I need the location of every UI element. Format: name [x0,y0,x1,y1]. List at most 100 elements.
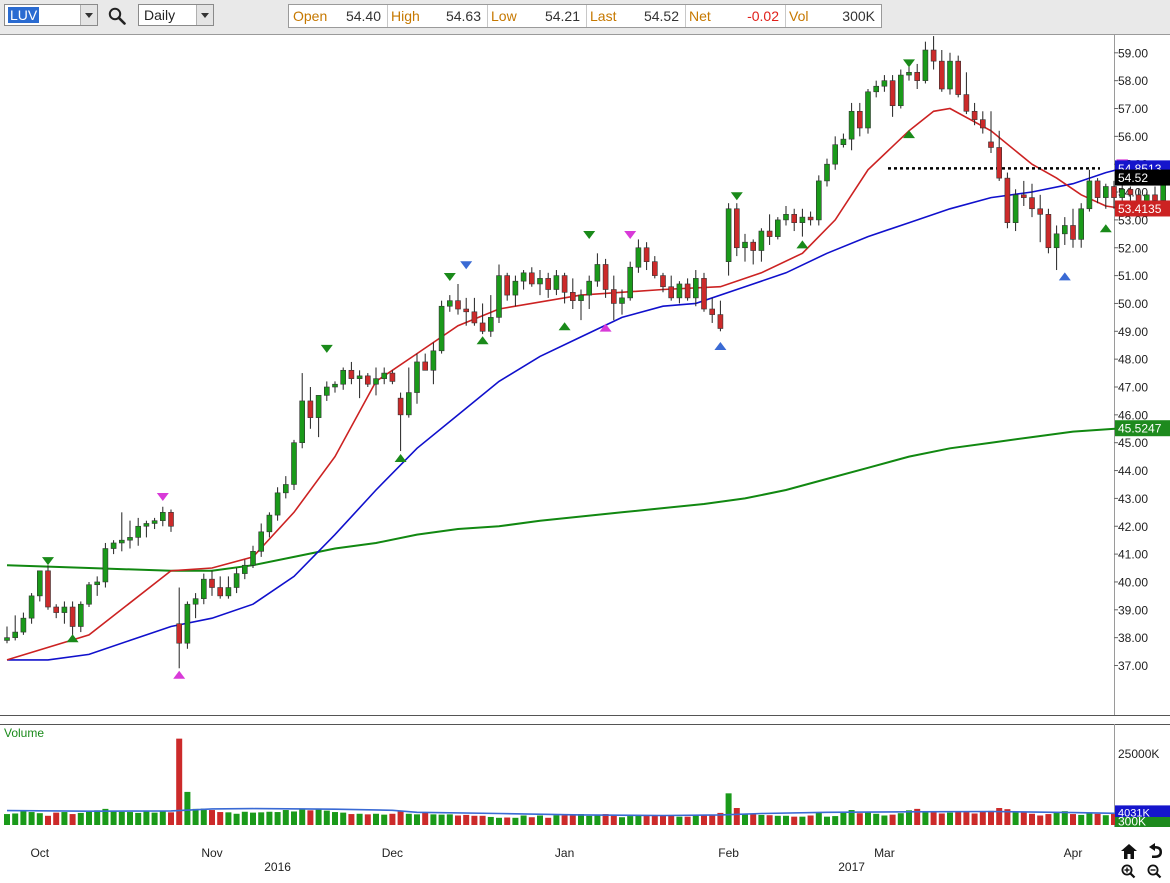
quote-net: Net -0.02 [685,5,786,27]
candle [430,342,437,385]
candle [692,270,699,307]
volume-bar [832,816,839,825]
candle-body [586,280,593,296]
candle-body [922,49,929,81]
symbol-input[interactable]: LUV [4,4,98,26]
candle [578,289,584,321]
volume-bar [1004,809,1011,825]
candle-body [61,606,68,613]
candle [1053,225,1060,271]
candle [537,270,543,296]
price-chart[interactable]: 37.00 38.00 39.00 40.00 41.00 42.00 43.00 44.00… [0,35,1170,716]
volume-tick-label: 25000K [1118,747,1159,761]
volume-bar [865,811,871,825]
volume-bar [512,817,519,825]
volume-bar [643,815,650,825]
volume-bar [791,816,798,825]
volume-bar [627,816,634,825]
volume-bar [422,812,429,825]
candle [242,559,248,580]
candle [12,615,18,641]
volume-bar [397,811,404,825]
candle [184,601,191,649]
candle-body [692,278,699,299]
volume-bar [274,812,281,825]
signal-marker-down [903,59,915,68]
candle [192,593,199,619]
volume-bar [291,811,297,825]
candle [873,80,880,98]
price-tick-label: 45.00 [1118,436,1148,450]
volume-bar [561,815,568,825]
signal-marker-down [42,557,54,566]
interval-dropdown-button[interactable] [196,5,213,25]
undo-icon[interactable] [1149,843,1162,858]
candle [610,275,617,321]
candle-body [848,110,855,140]
volume-bar [127,812,133,825]
volume-bar [569,815,576,825]
price-tick-label: 46.00 [1118,408,1148,422]
candle-body [233,573,240,588]
candle-body [28,595,35,619]
time-axis-label: Jan [555,846,574,860]
candle [545,272,552,298]
candle [963,72,970,115]
price-tick-label: 37.00 [1118,659,1148,673]
volume-bar [701,815,707,825]
volume-bar [356,813,363,825]
volume-bar [348,814,355,825]
quote-label: Open [293,8,328,24]
candle [414,353,420,404]
candle [45,565,51,610]
candle [774,217,781,240]
volume-bar [200,808,207,825]
symbol-value[interactable]: LUV [8,7,40,23]
volume-bar [1102,815,1109,825]
candle [807,211,814,226]
signal-markers [42,59,1129,679]
candle-body [209,578,215,588]
candle-body [127,537,133,541]
candle-body [791,214,798,223]
volume-bar [258,812,265,825]
quote-high: High 54.63 [387,5,488,27]
volume-bar [118,811,125,825]
candle [274,487,281,521]
zoom-in-icon[interactable] [1121,864,1136,879]
candle-body [422,361,429,371]
volume-bar [94,810,101,825]
candle-body [282,484,289,494]
home-icon[interactable] [1121,844,1137,859]
volume-average-label: 4031K [1118,807,1150,819]
candle-body [217,587,223,597]
quote-value: 300K [842,8,875,24]
volume-bar [1086,813,1093,825]
volume-bar [307,810,314,825]
candle-body [438,305,445,352]
volume-bar [61,812,68,825]
search-icon[interactable] [108,7,126,25]
signal-marker-down [443,272,456,281]
signal-marker-up [714,342,727,351]
candle-body [856,110,863,129]
symbol-dropdown-button[interactable] [80,5,97,25]
zoom-out-icon[interactable] [1147,864,1162,879]
candle [1062,217,1068,245]
price-axis-ticks: 37.00 38.00 39.00 40.00 41.00 42.00 43.00 44.00… [1114,46,1148,673]
candle [61,601,68,624]
signal-marker-up [66,634,79,643]
volume-bar [176,738,183,825]
signal-marker-down [320,344,333,353]
candle [1020,180,1027,206]
candle-body [250,551,256,566]
candle-body [168,512,174,527]
interval-select[interactable]: Daily [138,4,214,26]
candle [832,136,839,170]
candle [1037,194,1043,243]
candle [233,568,240,594]
volume-bar [217,812,224,825]
candle-body [1111,186,1117,198]
volume-bar [996,808,1003,825]
